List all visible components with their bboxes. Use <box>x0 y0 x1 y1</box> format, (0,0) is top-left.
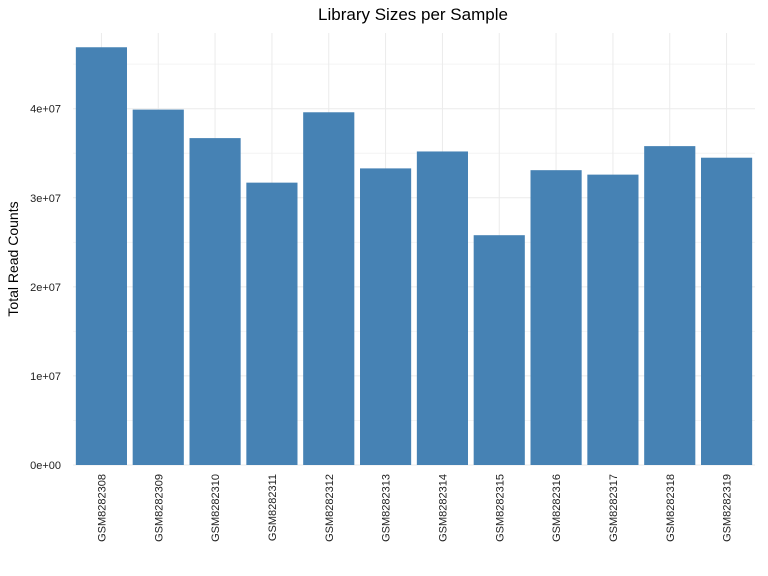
bar-GSM8282314 <box>416 151 468 465</box>
bars <box>75 47 753 466</box>
x-tick-label: GSM8282311 <box>267 474 279 541</box>
bar-GSM8282309 <box>132 109 184 466</box>
y-axis-ticks: 0e+00 1e+07 2e+07 3e+07 4e+07 <box>30 104 61 472</box>
x-axis-ticks: GSM8282308 GSM8282309 GSM8282310 GSM8282311… <box>96 474 733 542</box>
bar-GSM8282308 <box>75 47 127 465</box>
x-tick-label: GSM8282314 <box>437 474 449 542</box>
x-tick-label: GSM8282316 <box>551 474 563 542</box>
bar-GSM8282310 <box>189 138 241 465</box>
x-tick-label: GSM8282308 <box>96 474 108 542</box>
bar-GSM8282319 <box>701 157 753 465</box>
y-tick-label: 0e+00 <box>30 460 61 472</box>
x-tick-label: GSM8282310 <box>210 474 222 542</box>
bar-GSM8282317 <box>587 174 639 465</box>
x-tick-label: GSM8282312 <box>324 474 336 542</box>
chart-title: Library Sizes per Sample <box>318 5 508 24</box>
y-tick-label: 2e+07 <box>30 282 61 294</box>
y-tick-label: 1e+07 <box>30 371 61 383</box>
y-tick-label: 4e+07 <box>30 104 61 116</box>
x-tick-label: GSM8282313 <box>381 474 393 542</box>
x-tick-label: GSM8282317 <box>608 474 620 542</box>
x-tick-label: GSM8282315 <box>494 474 506 542</box>
bar-GSM8282316 <box>530 170 582 465</box>
bar-GSM8282312 <box>303 112 355 465</box>
bar-GSM8282315 <box>473 235 525 465</box>
y-axis-label: Total Read Counts <box>5 201 21 316</box>
y-tick-label: 3e+07 <box>30 193 61 205</box>
bar-GSM8282311 <box>246 182 298 465</box>
x-tick-label: GSM8282318 <box>665 474 677 542</box>
x-tick-label: GSM8282319 <box>722 474 734 542</box>
bar-GSM8282318 <box>644 146 696 465</box>
bar-GSM8282313 <box>360 168 412 465</box>
x-tick-label: GSM8282309 <box>153 474 165 542</box>
